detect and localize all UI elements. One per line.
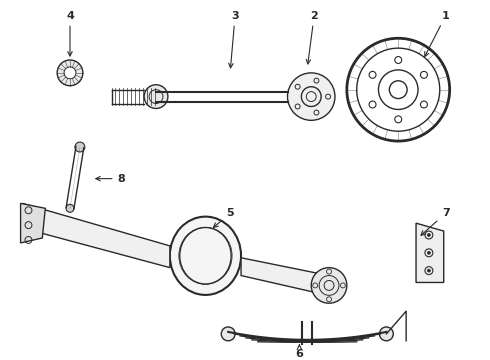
Text: 6: 6	[295, 345, 303, 359]
Circle shape	[221, 327, 235, 341]
Text: 7: 7	[421, 208, 449, 235]
Circle shape	[66, 204, 74, 212]
Circle shape	[75, 142, 85, 152]
Text: 1: 1	[425, 10, 449, 57]
Circle shape	[144, 85, 168, 108]
Text: 4: 4	[66, 10, 74, 56]
Text: 3: 3	[229, 10, 239, 68]
Circle shape	[427, 234, 430, 237]
Circle shape	[379, 327, 393, 341]
Polygon shape	[21, 203, 45, 243]
Text: 8: 8	[96, 174, 125, 184]
Polygon shape	[416, 223, 444, 283]
Polygon shape	[23, 203, 170, 267]
Circle shape	[288, 73, 335, 120]
Polygon shape	[241, 258, 319, 293]
Circle shape	[427, 269, 430, 272]
Circle shape	[427, 251, 430, 254]
Circle shape	[311, 267, 347, 303]
Text: 2: 2	[306, 10, 318, 64]
Text: 5: 5	[214, 208, 234, 228]
Ellipse shape	[170, 217, 241, 295]
Circle shape	[64, 67, 76, 79]
Circle shape	[57, 60, 83, 86]
